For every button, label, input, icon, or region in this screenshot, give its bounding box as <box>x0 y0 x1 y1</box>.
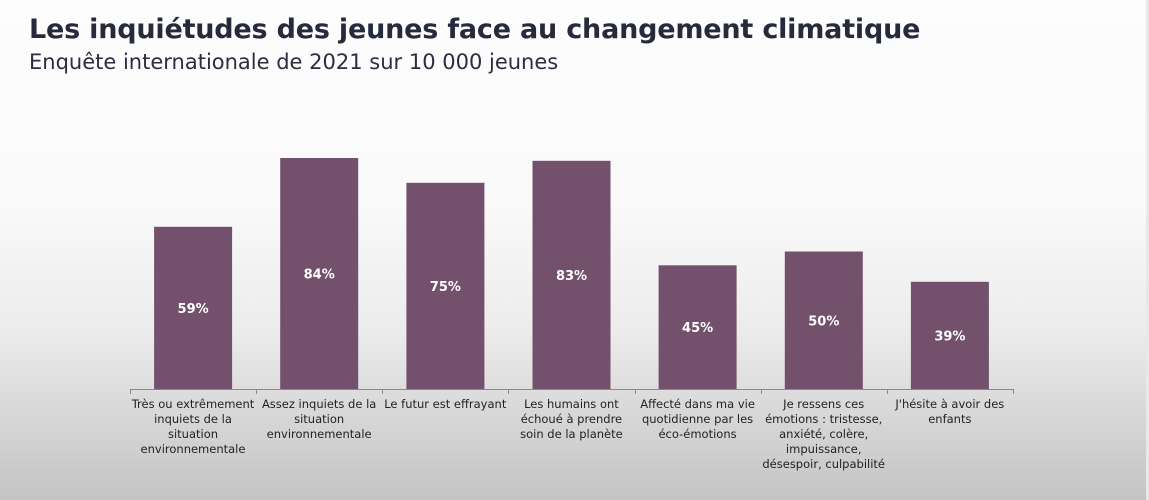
bar <box>658 265 737 390</box>
chart-title: Les inquiétudes des jeunes face au chang… <box>29 14 921 45</box>
x-tick-label: Les humains ont échoué à prendre soin de… <box>520 397 623 441</box>
bar <box>154 226 233 390</box>
data-label: 75% <box>430 280 461 295</box>
data-label: 39% <box>934 329 965 344</box>
bar <box>784 251 863 389</box>
bar <box>910 281 989 390</box>
data-label: 50% <box>808 314 839 329</box>
window-edge <box>1146 0 1149 500</box>
chart-subtitle: Enquête internationale de 2021 sur 10 00… <box>29 50 559 74</box>
x-tick-label: J'hésite à avoir des enfants <box>895 397 1005 426</box>
x-tick-label: Affecté dans ma vie quotidienne par les … <box>640 397 755 441</box>
data-label: 84% <box>304 268 335 283</box>
data-label: 59% <box>178 302 209 317</box>
x-tick-label: Assez inquiets de la situation environne… <box>261 397 377 441</box>
x-tick-label: Je ressens ces émotions : tristesse, anx… <box>762 397 886 471</box>
bar <box>532 160 611 390</box>
data-label: 45% <box>682 321 713 336</box>
bar <box>406 182 485 390</box>
data-label: 83% <box>556 269 587 284</box>
bar <box>280 158 359 389</box>
x-tick-label: Très ou extrêmement inquiets de la situa… <box>131 397 255 456</box>
x-tick-label: Le futur est effrayant <box>384 397 507 411</box>
